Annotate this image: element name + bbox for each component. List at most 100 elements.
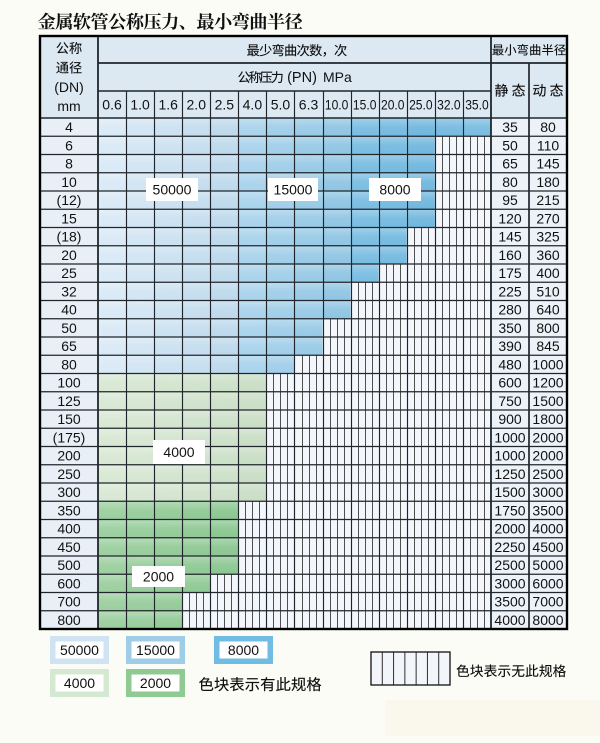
svg-text:270: 270 [536,210,560,226]
svg-text:4000: 4000 [532,521,563,537]
svg-text:15.0: 15.0 [353,97,377,113]
svg-text:2500: 2500 [532,466,563,482]
svg-text:400: 400 [57,521,81,537]
svg-text:2000: 2000 [532,448,563,464]
svg-text:1000: 1000 [494,429,525,445]
svg-text:2500: 2500 [494,557,525,573]
svg-text:7000: 7000 [532,594,563,610]
svg-text:50: 50 [61,320,77,336]
svg-text:750: 750 [498,393,522,409]
svg-text:4: 4 [65,119,73,135]
svg-text:300: 300 [57,484,81,500]
svg-text:40: 40 [61,302,77,318]
svg-text:1200: 1200 [532,375,563,391]
svg-text:2000: 2000 [494,521,525,537]
svg-text:1500: 1500 [532,393,563,409]
svg-text:2000: 2000 [140,675,171,691]
svg-text:450: 450 [57,539,81,555]
svg-text:50000: 50000 [60,642,99,658]
svg-text:280: 280 [498,302,522,318]
svg-text:80: 80 [540,119,556,135]
svg-text:640: 640 [536,302,560,318]
svg-text:65: 65 [61,338,77,354]
svg-text:1750: 1750 [494,502,525,518]
svg-text:1800: 1800 [532,411,563,427]
svg-text:2.5: 2.5 [215,97,235,113]
svg-text:20: 20 [61,247,77,263]
svg-text:65: 65 [502,156,518,172]
svg-text:15000: 15000 [274,182,313,198]
svg-text:600: 600 [498,375,522,391]
svg-text:25.0: 25.0 [409,97,433,113]
svg-text:6000: 6000 [532,575,563,591]
svg-text:160: 160 [498,247,522,263]
svg-text:(12): (12) [57,192,82,208]
svg-text:175: 175 [498,265,522,281]
svg-text:3000: 3000 [532,484,563,500]
svg-text:25: 25 [61,265,77,281]
svg-text:MPa: MPa [323,69,352,85]
svg-text:510: 510 [536,283,560,299]
svg-text:32: 32 [61,283,77,299]
svg-text:35: 35 [502,119,518,135]
svg-text:15: 15 [61,210,77,226]
svg-text:2000: 2000 [532,429,563,445]
svg-text:4000: 4000 [494,612,525,628]
svg-text:8000: 8000 [228,642,259,658]
svg-text:6.3: 6.3 [299,97,319,113]
svg-text:120: 120 [498,210,522,226]
svg-text:215: 215 [536,192,560,208]
svg-text:8000: 8000 [532,612,563,628]
svg-text:32.0: 32.0 [437,97,461,113]
svg-text:1500: 1500 [494,484,525,500]
svg-text:145: 145 [536,156,560,172]
svg-text:2.0: 2.0 [187,97,207,113]
svg-text:390: 390 [498,338,522,354]
svg-text:5.0: 5.0 [271,97,291,113]
svg-text:1000: 1000 [532,356,563,372]
svg-text:95: 95 [502,192,518,208]
svg-text:600: 600 [57,575,81,591]
svg-text:200: 200 [57,448,81,464]
svg-text:80: 80 [61,356,77,372]
svg-text:1250: 1250 [494,466,525,482]
svg-text:480: 480 [498,356,522,372]
svg-text:3500: 3500 [494,594,525,610]
svg-text:5000: 5000 [532,557,563,573]
svg-text:(DN): (DN) [54,79,84,95]
svg-text:800: 800 [536,320,560,336]
svg-text:80: 80 [502,174,518,190]
svg-text:225: 225 [498,283,522,299]
svg-text:1.0: 1.0 [130,97,150,113]
svg-text:150: 150 [57,411,81,427]
svg-text:900: 900 [498,411,522,427]
svg-text:500: 500 [57,557,81,573]
svg-text:845: 845 [536,338,560,354]
svg-text:4000: 4000 [64,675,95,691]
svg-text:3500: 3500 [532,502,563,518]
svg-text:350: 350 [498,320,522,336]
svg-text:180: 180 [536,174,560,190]
svg-text:8000: 8000 [379,182,410,198]
svg-text:(175): (175) [53,429,86,445]
svg-text:145: 145 [498,229,522,245]
svg-text:4000: 4000 [163,444,194,460]
svg-text:0.6: 0.6 [102,97,122,113]
svg-text:700: 700 [57,594,81,610]
svg-text:35.0: 35.0 [465,97,489,113]
svg-text:1000: 1000 [494,448,525,464]
svg-text:3000: 3000 [494,575,525,591]
svg-text:20.0: 20.0 [381,97,405,113]
svg-text:(PN): (PN) [287,70,317,86]
svg-text:400: 400 [536,265,560,281]
svg-text:8: 8 [65,156,73,172]
svg-text:10: 10 [61,174,77,190]
svg-text:125: 125 [57,393,81,409]
svg-text:350: 350 [57,502,81,518]
svg-text:50: 50 [502,137,518,153]
svg-text:100: 100 [57,375,81,391]
svg-text:(18): (18) [57,229,82,245]
svg-text:15000: 15000 [136,642,175,658]
svg-text:4500: 4500 [532,539,563,555]
svg-text:2250: 2250 [494,539,525,555]
